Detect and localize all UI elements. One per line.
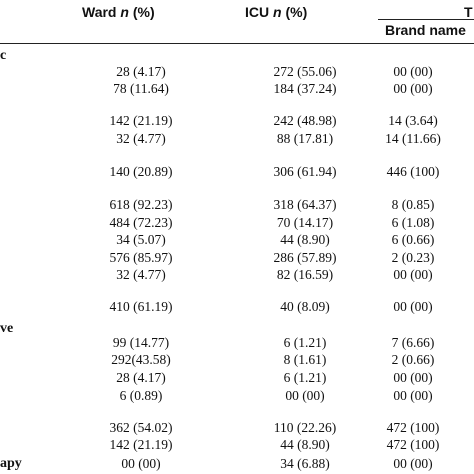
table-cell-ward: 99 (14.77) (112, 335, 170, 350)
icu-header-pct: (%) (285, 4, 308, 20)
table-cell-icu: 70 (14.17) (276, 215, 334, 230)
table-cell-ward: 28 (4.17) (116, 64, 166, 79)
table-cell-brand: 00 (00) (393, 81, 433, 96)
table-cell-brand: 00 (00) (393, 370, 433, 385)
table-cell-icu: 110 (22.26) (273, 420, 337, 435)
table-cell-icu: 82 (16.59) (276, 267, 334, 282)
ward-header-label: Ward (82, 4, 117, 20)
table-cell-icu: 318 (64.37) (273, 197, 337, 212)
total-column-header: T (464, 4, 473, 20)
table-cell-ward: 32 (4.77) (116, 131, 166, 146)
table-cell-ward: 34 (5.07) (116, 232, 166, 247)
table-cell-ward: 618 (92.23) (109, 197, 173, 212)
table-cell-ward: 6 (0.89) (119, 388, 163, 403)
ward-column-header: Ward n (%) (82, 4, 155, 20)
table-cell-icu: 286 (57.89) (273, 250, 337, 265)
table-cell-brand: 7 (6.66) (391, 335, 435, 350)
table-cell-ward: 484 (72.23) (109, 215, 173, 230)
table-cell-icu: 184 (37.24) (273, 81, 337, 96)
table-cell-brand: 472 (100) (386, 437, 440, 452)
table-cell-ward: 292(43.58) (111, 352, 171, 367)
ward-header-n: n (120, 4, 129, 20)
table-cell-brand: 472 (100) (386, 420, 440, 435)
table-cell-icu: 6 (1.21) (283, 370, 327, 385)
table-cell-ward: 78 (11.64) (113, 81, 169, 96)
table-cell-brand: 00 (00) (393, 64, 433, 79)
table-cell-brand: 6 (0.66) (391, 232, 435, 247)
table-cell-brand: 6 (1.08) (391, 215, 435, 230)
header-bottom-rule (0, 43, 474, 44)
table-cell-ward: 28 (4.17) (116, 370, 166, 385)
total-header-underline (378, 19, 474, 20)
icu-column-header: ICU n (%) (245, 4, 307, 20)
table-cell-brand: 00 (00) (393, 267, 433, 282)
table-cell-ward: 410 (61.19) (109, 299, 173, 314)
table-cell-icu: 34 (6.88) (280, 456, 330, 471)
table-cell-icu: 6 (1.21) (283, 335, 327, 350)
table-cell-brand: 00 (00) (393, 456, 433, 471)
table-cell-ward: 00 (00) (121, 456, 161, 471)
table-cell-icu: 44 (8.90) (280, 437, 330, 452)
table-cell-brand: 2 (0.23) (391, 250, 435, 265)
table-cell-ward: 362 (54.02) (109, 420, 173, 435)
ward-header-pct: (%) (132, 4, 155, 20)
brand-name-subheader: Brand name (385, 22, 466, 38)
table-cell-ward: 142 (21.19) (109, 437, 173, 452)
table-cell-brand: 2 (0.66) (391, 352, 435, 367)
table-cell-brand: 14 (11.66) (385, 131, 441, 146)
table-cell-brand: 14 (3.64) (388, 113, 438, 128)
table-cell-ward: 32 (4.77) (116, 267, 166, 282)
table-cell-icu: 8 (1.61) (283, 352, 327, 367)
table-cell-icu: 306 (61.94) (273, 164, 337, 179)
table-cell-brand: 8 (0.85) (391, 197, 435, 212)
table-cell-icu: 242 (48.98) (273, 113, 337, 128)
table-cell-icu: 88 (17.81) (276, 131, 334, 146)
table-cell-brand: 00 (00) (393, 388, 433, 403)
icu-header-label: ICU (245, 4, 270, 20)
row-group-label: ve (0, 321, 14, 336)
table-cell-brand: 446 (100) (386, 164, 440, 179)
table-cell-icu: 40 (8.09) (280, 299, 330, 314)
table-cell-icu: 00 (00) (285, 388, 325, 403)
table-cell-ward: 140 (20.89) (109, 164, 173, 179)
table-cell-ward: 576 (85.97) (109, 250, 173, 265)
icu-header-n: n (273, 4, 282, 20)
row-group-label: c (0, 48, 7, 63)
table-cell-icu: 272 (55.06) (273, 64, 337, 79)
row-group-label: apy (0, 456, 22, 471)
table-cell-ward: 142 (21.19) (109, 113, 173, 128)
table-cell-brand: 00 (00) (393, 299, 433, 314)
table-cell-icu: 44 (8.90) (280, 232, 330, 247)
